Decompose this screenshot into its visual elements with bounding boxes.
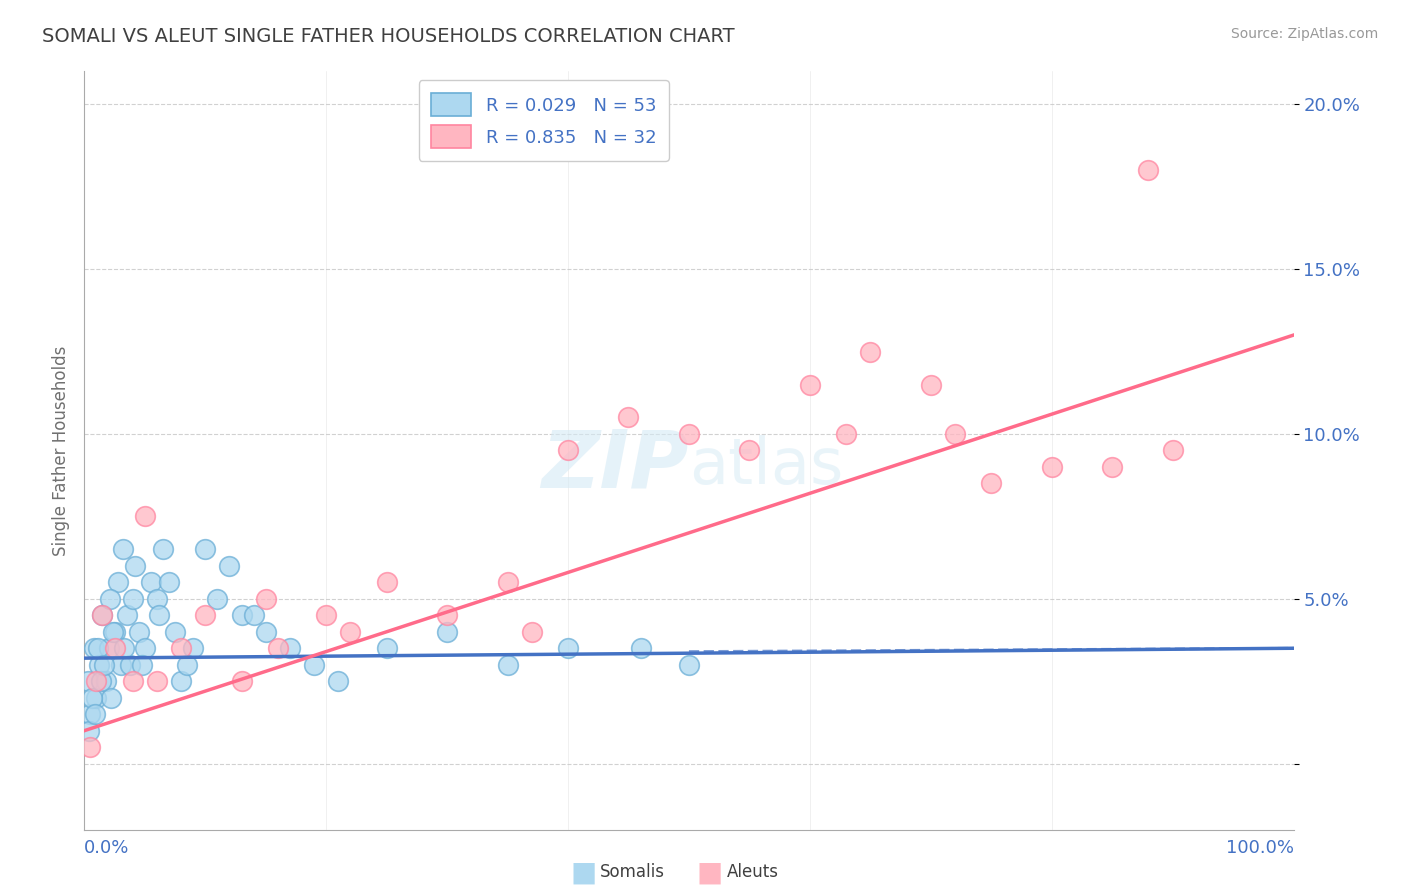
Point [120, 657, 142, 672]
Point [315, 608, 337, 623]
Point [121, 591, 143, 606]
Text: Aleuts: Aleuts [727, 863, 779, 881]
Point [194, 542, 217, 557]
Point [835, 427, 858, 442]
Point [79, 707, 101, 722]
Point [152, 542, 174, 557]
Text: SOMALI VS ALEUT SINGLE FATHER HOUSEHOLDS CORRELATION CHART: SOMALI VS ALEUT SINGLE FATHER HOUSEHOLDS… [42, 27, 735, 45]
Point [84, 707, 107, 722]
Point [134, 509, 156, 524]
Point [93, 657, 115, 672]
Point [146, 591, 169, 606]
Point [617, 410, 640, 425]
Point [496, 575, 519, 590]
Point [131, 657, 153, 672]
Point [157, 575, 180, 590]
Point [678, 427, 700, 442]
Text: Source: ZipAtlas.com: Source: ZipAtlas.com [1230, 27, 1378, 41]
Point [1101, 459, 1123, 474]
Point [520, 624, 543, 639]
Point [1137, 163, 1160, 178]
Point [231, 608, 253, 623]
Point [176, 657, 198, 672]
Point [107, 575, 129, 590]
Point [112, 641, 135, 656]
Point [91, 608, 114, 623]
Point [799, 377, 821, 392]
Point [83, 641, 105, 656]
Text: 0.0%: 0.0% [84, 839, 129, 857]
Point [436, 608, 458, 623]
Point [678, 657, 700, 672]
Point [110, 657, 132, 672]
Point [139, 575, 162, 590]
Point [91, 608, 114, 623]
Point [121, 674, 143, 689]
Point [557, 443, 579, 458]
Point [77, 674, 100, 689]
Point [194, 608, 217, 623]
Point [128, 624, 150, 639]
Point [328, 674, 350, 689]
Point [146, 674, 169, 689]
Point [267, 641, 290, 656]
Point [165, 624, 187, 639]
Point [231, 674, 253, 689]
Point [181, 641, 204, 656]
Point [738, 443, 761, 458]
Point [375, 641, 398, 656]
Point [80, 690, 103, 705]
Legend: R = 0.029   N = 53, R = 0.835   N = 32: R = 0.029 N = 53, R = 0.835 N = 32 [419, 80, 669, 161]
Point [436, 624, 458, 639]
Point [207, 591, 229, 606]
Point [90, 674, 112, 689]
Point [254, 591, 277, 606]
Point [103, 624, 125, 639]
Point [112, 542, 135, 557]
Point [496, 657, 519, 672]
Point [148, 608, 170, 623]
Point [86, 690, 108, 705]
Point [170, 674, 193, 689]
Point [115, 608, 138, 623]
Point [87, 657, 110, 672]
Point [77, 723, 100, 738]
Point [630, 641, 652, 656]
Point [218, 558, 240, 573]
Text: ZIP: ZIP [541, 426, 689, 505]
Text: ■: ■ [697, 858, 723, 887]
Point [375, 575, 398, 590]
Point [104, 641, 127, 656]
Text: Somalis: Somalis [600, 863, 665, 881]
Point [943, 427, 966, 442]
Point [278, 641, 301, 656]
Point [242, 608, 264, 623]
Point [1161, 443, 1184, 458]
Text: 100.0%: 100.0% [1226, 839, 1294, 857]
Text: atlas: atlas [689, 434, 844, 497]
Point [79, 740, 101, 755]
Point [302, 657, 325, 672]
Point [104, 624, 127, 639]
Point [254, 624, 277, 639]
Point [98, 591, 121, 606]
Point [980, 476, 1002, 491]
Point [134, 641, 156, 656]
Point [339, 624, 361, 639]
Point [920, 377, 942, 392]
Point [124, 558, 146, 573]
Point [859, 344, 882, 359]
Text: ■: ■ [571, 858, 596, 887]
Point [100, 690, 122, 705]
Point [86, 674, 108, 689]
Point [557, 641, 579, 656]
Y-axis label: Single Father Households: Single Father Households [52, 345, 70, 556]
Point [170, 641, 193, 656]
Point [86, 641, 108, 656]
Point [94, 674, 117, 689]
Point [97, 641, 120, 656]
Point [1040, 459, 1063, 474]
